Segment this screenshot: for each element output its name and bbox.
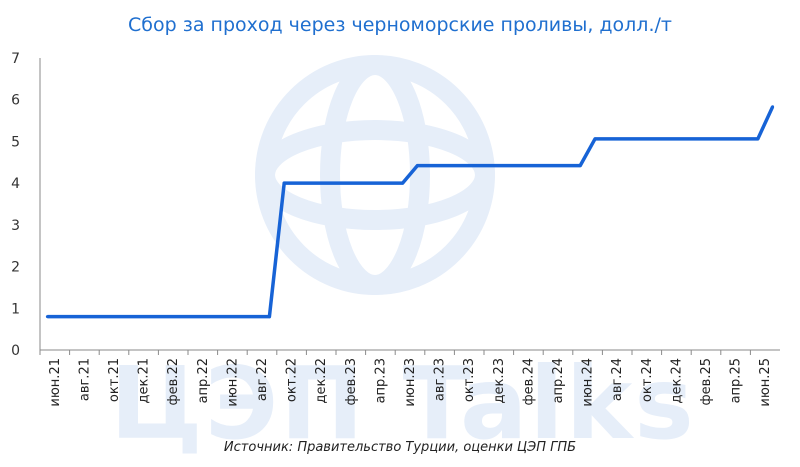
x-tick-label: июн.24 <box>581 358 596 407</box>
x-tick-label: июн.25 <box>758 358 773 407</box>
x-tick-label: дек.21 <box>137 358 152 404</box>
x-tick-label: авг.23 <box>433 358 448 401</box>
x-tick-label: окт.21 <box>107 358 122 402</box>
data-point <box>282 181 286 185</box>
x-tick-label: авг.21 <box>77 358 92 401</box>
x-tick-label: июн.21 <box>48 358 63 407</box>
x-tick-label: апр.24 <box>551 358 566 403</box>
data-point <box>593 137 597 141</box>
data-point <box>756 137 760 141</box>
data-point <box>771 105 775 109</box>
x-tick-label: фев.23 <box>344 358 359 405</box>
y-tick-label: 3 <box>11 218 20 234</box>
x-tick-label: дек.23 <box>492 358 507 404</box>
y-tick-label: 7 <box>11 51 20 67</box>
globe-logo-icon <box>255 55 495 295</box>
source-note: Источник: Правительство Турции, оценки Ц… <box>223 440 577 455</box>
x-tick-label: фев.25 <box>699 358 714 405</box>
y-tick-label: 4 <box>11 176 20 192</box>
y-tick-label: 0 <box>11 343 20 359</box>
x-tick-label: окт.24 <box>640 358 655 402</box>
y-tick-label: 6 <box>11 93 20 109</box>
x-tick-label: авг.22 <box>255 358 270 401</box>
watermark-text: ЦЭП Talks <box>110 345 696 462</box>
x-tick-label: фев.24 <box>521 358 536 405</box>
x-tick-label: фев.22 <box>166 358 181 405</box>
x-tick-label: окт.22 <box>285 358 300 402</box>
x-tick-label: окт.23 <box>462 358 477 402</box>
x-tick-label: дек.24 <box>669 358 684 404</box>
x-tick-label: дек.22 <box>314 358 329 404</box>
chart-title: Сбор за проход через черноморские пролив… <box>128 14 672 36</box>
x-tick-label: июн.22 <box>225 358 240 407</box>
data-point <box>401 181 405 185</box>
data-point <box>45 315 49 319</box>
x-tick-label: апр.23 <box>373 358 388 403</box>
x-tick-label: апр.25 <box>729 358 744 403</box>
series-line <box>47 106 775 319</box>
y-tick-label: 1 <box>11 301 20 317</box>
x-tick-label: апр.22 <box>196 358 211 403</box>
x-tick-label: июн.23 <box>403 358 418 407</box>
y-tick-label: 5 <box>11 134 20 150</box>
data-point <box>578 164 582 168</box>
x-tick-label: авг.24 <box>610 358 625 401</box>
data-point <box>415 164 419 168</box>
data-point <box>267 315 271 319</box>
y-tick-label: 2 <box>11 260 20 276</box>
